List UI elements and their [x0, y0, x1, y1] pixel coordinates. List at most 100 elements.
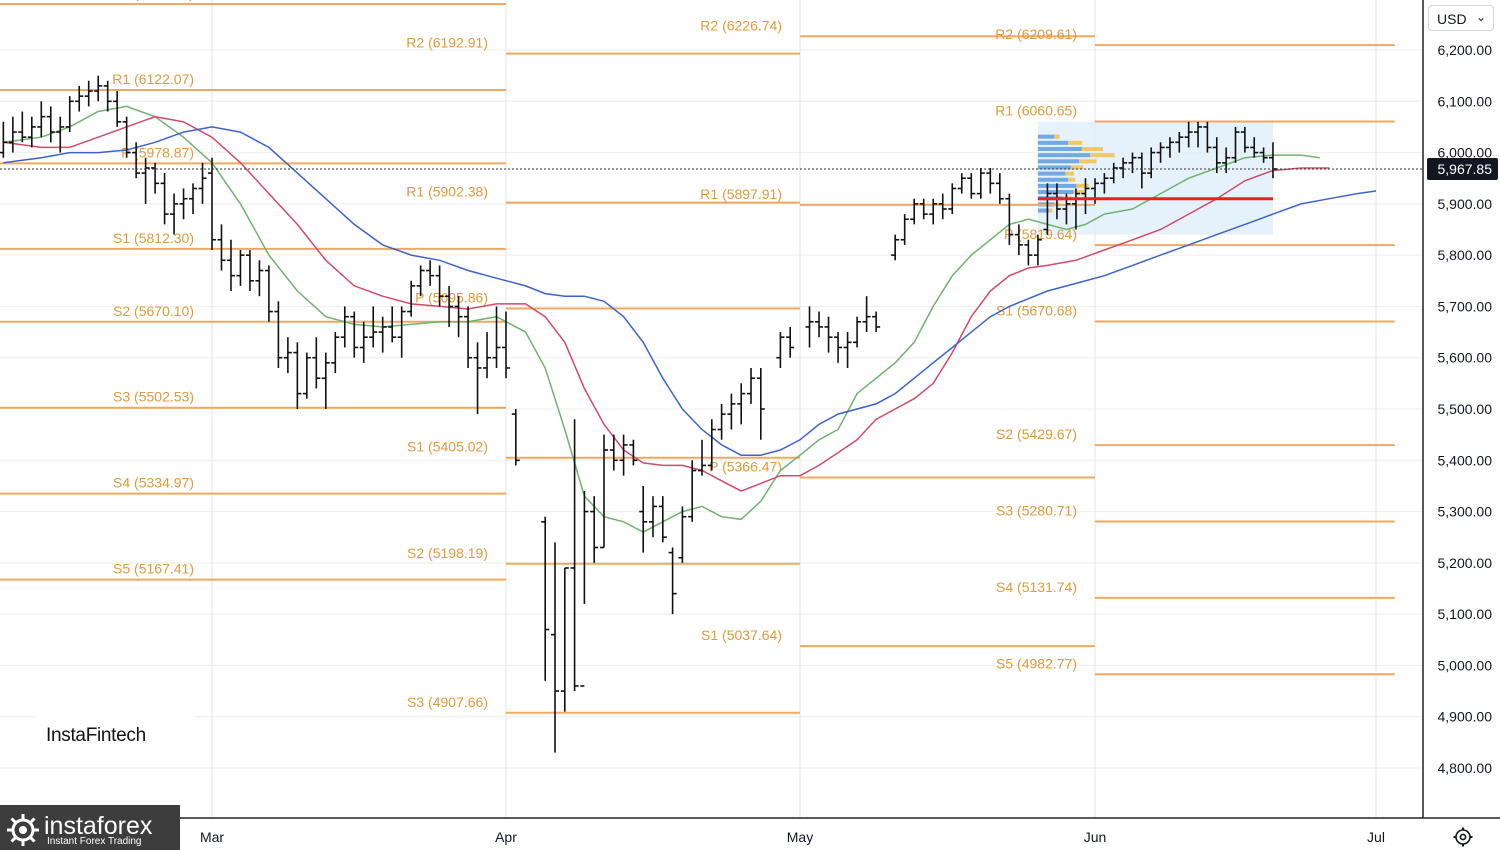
ohlc-bar — [639, 485, 648, 553]
ohlc-bar — [600, 434, 608, 549]
ohlc-bar — [1043, 183, 1052, 235]
ohlc-bar — [551, 542, 559, 753]
last-price-label: 5,967.85 — [1438, 161, 1493, 177]
ohlc-bar — [629, 439, 638, 466]
ohlc-bar — [1175, 132, 1184, 153]
ohlc-bar — [1222, 147, 1231, 174]
pivot-level-label: S5 (5167.41) — [113, 561, 194, 577]
ohlc-bar — [649, 496, 657, 538]
chevron-down-icon: ⌄ — [1475, 10, 1486, 24]
ohlc-bar — [707, 419, 716, 471]
ohlc-bar — [426, 260, 435, 286]
ohlc-bar — [302, 352, 311, 399]
volume-profile-bar — [1037, 171, 1066, 176]
settings-gear-icon[interactable] — [1452, 826, 1474, 848]
price-tick-label: 5,900.00 — [1438, 196, 1493, 212]
ohlc-bar — [688, 460, 697, 522]
ohlc-bar — [1024, 239, 1033, 266]
ohlc-bar — [786, 326, 795, 358]
pivot-level-label: R2 (6192.91) — [406, 35, 488, 51]
highlight-zone — [1037, 121, 1273, 235]
ohlc-bar — [179, 188, 188, 220]
ohlc-bar — [560, 567, 569, 712]
ohlc-bar — [274, 301, 283, 368]
ohlc-bar — [910, 198, 919, 225]
ohlc-bar — [236, 250, 245, 286]
ohlc-bar — [8, 116, 17, 153]
ohlc-bar — [369, 306, 378, 348]
price-tick-label: 6,100.00 — [1438, 93, 1493, 109]
volume-profile-bar — [1037, 190, 1074, 195]
ohlc-bar — [668, 547, 677, 615]
ohlc-bar — [445, 285, 454, 327]
ohlc-bar — [1100, 173, 1109, 194]
ohlc-bar — [331, 332, 340, 374]
ohlc-bar — [65, 96, 74, 133]
ohlc-bar — [113, 91, 122, 127]
time-tick-label: May — [787, 829, 813, 845]
price-tick-label: 4,800.00 — [1438, 760, 1493, 776]
price-tick-label: 6,000.00 — [1438, 145, 1493, 161]
currency-selector[interactable]: USD ⌄ — [1428, 5, 1494, 31]
ohlc-bar — [891, 234, 900, 261]
ohlc-bar — [321, 352, 330, 409]
ohlc-bar — [834, 332, 843, 363]
ohlc-bar — [1005, 193, 1014, 245]
ohlc-bar — [0, 121, 8, 158]
pivot-level-label: P (5978.87) — [121, 144, 194, 160]
ohlc-bar — [46, 106, 55, 143]
ohlc-bar — [18, 111, 27, 143]
ohlc-bar — [189, 183, 198, 215]
price-tick-label: 5,500.00 — [1438, 401, 1493, 417]
ohlc-bar — [312, 337, 321, 389]
ohlc-bar — [1109, 162, 1118, 184]
volume-profile-bar — [1076, 183, 1089, 188]
price-tick-label: 5,400.00 — [1438, 452, 1493, 468]
price-tick-label: 5,300.00 — [1438, 504, 1493, 520]
ohlc-bar — [919, 198, 928, 220]
ohlc-bar — [1194, 121, 1203, 148]
volume-profile-bar — [1037, 208, 1049, 213]
price-tick-label: 4,900.00 — [1438, 709, 1493, 725]
time-tick-label: Mar — [200, 829, 224, 845]
ohlc-bar — [208, 157, 216, 251]
ohlc-bar — [948, 183, 957, 215]
volume-profile-bar — [1037, 134, 1055, 139]
ohlc-bar — [843, 332, 852, 368]
moving-average-line-2 — [3, 115, 1330, 492]
ohlc-bar — [378, 316, 387, 353]
ohlc-bar — [815, 311, 824, 338]
pivot-level-label: P (5366.47) — [709, 458, 782, 474]
pivot-level-label: R1 (5897.91) — [700, 186, 782, 202]
volume-profile-bar — [1037, 153, 1091, 158]
pivot-level-label: P (5819.64) — [1004, 226, 1077, 242]
ohlc-bar — [1203, 121, 1212, 153]
ohlc-bar — [435, 265, 444, 307]
price-axis-bg — [1423, 0, 1500, 850]
volume-profile-bar — [1068, 177, 1076, 182]
pivot-level-label: R2 (6226.74) — [700, 17, 782, 33]
ohlc-bar — [1119, 157, 1128, 179]
pivot-level-label: S3 (5280.71) — [996, 502, 1077, 518]
ohlc-bar — [141, 157, 150, 204]
ohlc-bar — [264, 265, 273, 322]
ohlc-bar — [416, 265, 425, 297]
ohlc-bar — [776, 332, 785, 368]
volume-profile-bar — [1037, 146, 1082, 151]
ohlc-bar — [658, 496, 667, 543]
ohlc-bar — [217, 224, 226, 271]
ohlc-bar — [957, 173, 966, 194]
pivot-level-label: S1 (5037.64) — [701, 627, 782, 643]
price-tick-label: 5,700.00 — [1438, 298, 1493, 314]
pivot-level-label: R2 (6289.64) — [112, 0, 194, 1]
ohlc-bar — [1147, 147, 1156, 179]
ohlc-bar — [75, 85, 84, 112]
volume-profile-bar — [1079, 159, 1097, 164]
ohlc-bar — [1033, 234, 1042, 266]
ohlc-bar — [1212, 137, 1221, 174]
time-axis-bg — [0, 818, 1500, 850]
ohlc-bar — [502, 311, 510, 379]
last-price-badge — [1427, 158, 1498, 181]
pivot-level-label: S4 (5131.74) — [996, 579, 1077, 595]
